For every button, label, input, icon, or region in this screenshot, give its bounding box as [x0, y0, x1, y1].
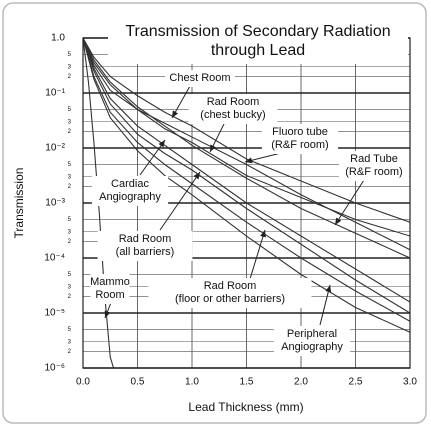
annotation: (R&F room)	[271, 139, 328, 151]
annotation-arrow	[249, 229, 266, 280]
annotation: Room	[95, 289, 124, 301]
annotation: (chest bucky)	[200, 109, 265, 121]
y-minor-tick-label: 2	[68, 74, 72, 80]
annotation: Rad Room	[207, 96, 260, 108]
series-line	[83, 38, 115, 368]
y-minor-tick-label: 5	[68, 162, 72, 168]
y-tick-label: 10⁻³	[45, 198, 65, 209]
x-tick-label: 2.0	[294, 377, 308, 388]
y-minor-tick-label: 3	[68, 64, 72, 70]
y-minor-tick-label: 3	[68, 229, 72, 235]
annotation-arrow	[334, 179, 365, 226]
series-line	[83, 38, 410, 251]
annotation: (floor or other barriers)	[175, 293, 285, 305]
annotation-box	[261, 124, 339, 154]
y-tick-label: 10⁻¹	[45, 88, 65, 99]
annotation: (all barriers)	[116, 246, 175, 258]
annotation: Rad Tube	[350, 153, 398, 165]
y-tick-label: 10⁻⁴	[44, 253, 65, 264]
chart-title: Transmission of Secondary Radiation	[125, 23, 390, 40]
series-line	[83, 38, 410, 322]
series-line	[83, 38, 410, 314]
title-box	[108, 18, 408, 64]
annotation-arrow	[139, 139, 166, 176]
annotation-arrow	[171, 85, 191, 119]
annotation: Peripheral	[287, 328, 337, 340]
annotation-box	[339, 151, 409, 181]
y-minor-tick-label: 5	[68, 217, 72, 223]
annotation: Chest Room	[169, 72, 230, 84]
annotation-arrow	[209, 123, 225, 153]
y-minor-tick-label: 5	[68, 52, 72, 58]
annotation-box	[165, 70, 235, 87]
annotation: Fluoro tube	[272, 126, 328, 138]
annotation-box	[97, 231, 193, 261]
annotation-box	[273, 326, 351, 356]
annotation: Rad Room	[119, 233, 172, 245]
annotation-box	[148, 278, 312, 308]
y-tick-label: 10⁻⁶	[44, 363, 65, 374]
frame	[2, 2, 427, 424]
annotation: Rad Room	[204, 280, 257, 292]
y-minor-tick-label: 2	[68, 349, 72, 355]
x-tick-label: 0.0	[76, 377, 90, 388]
x-tick-label: 1.0	[185, 377, 199, 388]
annotation: Angiography	[281, 341, 343, 353]
annotation: Cardiac	[111, 178, 149, 190]
annotation-arrow	[159, 171, 201, 231]
x-tick-label: 0.5	[131, 377, 145, 388]
annotation: (R&F room)	[345, 166, 402, 178]
y-minor-tick-label: 5	[68, 327, 72, 333]
y-tick-label: 1.0	[51, 33, 65, 44]
series-line	[83, 38, 410, 259]
y-tick-label: 10⁻⁵	[44, 308, 65, 319]
y-minor-tick-label: 3	[68, 119, 72, 125]
series-line	[83, 38, 410, 223]
y-minor-tick-label: 2	[68, 294, 72, 300]
annotation-box	[91, 176, 169, 206]
y-tick-label: 10⁻²	[45, 143, 65, 154]
series-line	[83, 38, 410, 303]
x-axis-label: Lead Thickness (mm)	[188, 400, 303, 414]
y-minor-tick-label: 3	[68, 174, 72, 180]
y-minor-tick-label: 3	[68, 284, 72, 290]
annotation: Mammo	[90, 276, 130, 288]
x-tick-label: 3.0	[403, 377, 417, 388]
y-minor-tick-label: 2	[68, 239, 72, 245]
annotation: Angiography	[99, 191, 161, 203]
y-minor-tick-label: 5	[68, 272, 72, 278]
y-minor-tick-label: 2	[68, 129, 72, 135]
x-tick-label: 1.5	[240, 377, 254, 388]
chart-title: through Lead	[211, 42, 305, 59]
y-minor-tick-label: 3	[68, 339, 72, 345]
y-minor-tick-label: 2	[68, 184, 72, 190]
annotation-box	[90, 274, 130, 304]
x-tick-label: 2.5	[349, 377, 363, 388]
annotation-box	[188, 94, 278, 124]
annotation-arrow	[319, 284, 332, 326]
y-axis-label: Transmission	[12, 168, 26, 239]
y-minor-tick-label: 5	[68, 107, 72, 113]
